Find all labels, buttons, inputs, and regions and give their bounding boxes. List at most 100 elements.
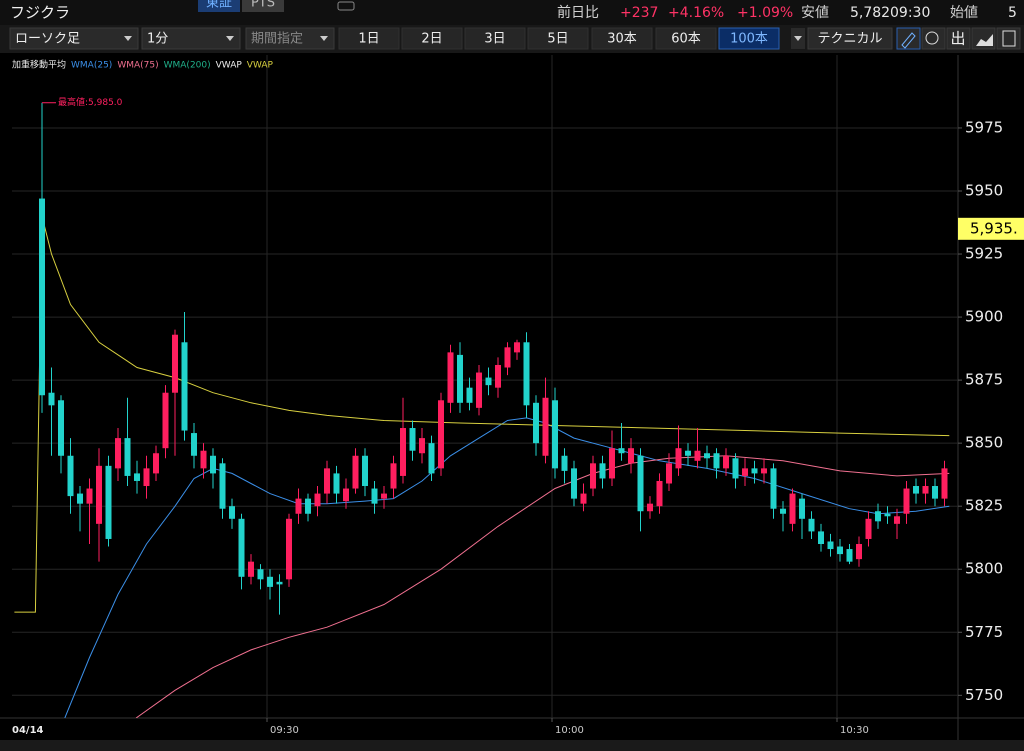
icon-button[interactable] <box>896 27 921 50</box>
pencil-icon[interactable] <box>901 32 916 49</box>
range-label[interactable]: 5日 <box>547 32 568 47</box>
app-title: フジクラ <box>10 4 70 22</box>
dropdown-arrow[interactable] <box>124 36 132 41</box>
candle-body <box>286 518 292 580</box>
range-label[interactable]: 60本 <box>671 32 701 47</box>
dropdown-arrow[interactable] <box>226 36 234 41</box>
candle-body <box>105 465 112 539</box>
indicator-line <box>14 216 950 613</box>
period[interactable]: 期間指定 <box>251 32 303 47</box>
range-label[interactable]: 30本 <box>607 32 637 47</box>
y-tick-label: 5925 <box>965 245 1003 263</box>
candle-body <box>913 486 919 494</box>
x-tick-label: 10:00 <box>555 725 584 736</box>
quote-item: +4.16% <box>668 5 724 21</box>
legend-entry: VWAP <box>247 61 274 71</box>
dropdown-arrow[interactable] <box>320 36 328 41</box>
candle-body <box>362 455 368 487</box>
price-tag <box>958 217 1024 240</box>
annotation: 最高値:5,985.0 <box>58 96 123 108</box>
candle-body <box>257 569 264 580</box>
chart-style[interactable]: ローソク足 <box>15 32 80 47</box>
range-label[interactable]: 2日 <box>421 32 442 47</box>
legend-entry: VWAP <box>216 61 243 71</box>
technical-button[interactable] <box>807 27 893 50</box>
candle-body <box>48 392 55 406</box>
chart-style-box[interactable] <box>9 27 139 50</box>
candle-body <box>903 488 910 514</box>
title-bar <box>0 0 1024 25</box>
range-button[interactable] <box>718 27 780 50</box>
y-tick-label: 5875 <box>965 371 1003 389</box>
range-label[interactable]: 1日 <box>358 32 379 47</box>
candle-body <box>343 488 349 502</box>
technical-label[interactable]: テクニカル <box>817 32 882 47</box>
range-button[interactable] <box>591 27 653 50</box>
y-tick-label: 5900 <box>965 308 1003 326</box>
quote-item: 始値 <box>950 5 978 21</box>
candle-body <box>723 455 729 469</box>
candle-body <box>181 342 188 431</box>
icon-button[interactable] <box>921 27 946 50</box>
range-button[interactable] <box>401 27 463 50</box>
candle-body <box>305 498 311 514</box>
candle-body <box>229 506 235 519</box>
candle-body <box>637 455 644 512</box>
quote-item: 前日比 <box>557 4 599 21</box>
candle-body <box>599 463 606 479</box>
dropdown-arrow[interactable] <box>794 36 802 41</box>
area-icon[interactable] <box>976 34 993 46</box>
candle-body <box>618 448 625 454</box>
quote-item: +1.09% <box>737 5 793 21</box>
candle-body <box>219 463 226 509</box>
candle-body <box>381 493 387 499</box>
candle-body <box>884 513 891 517</box>
interval[interactable]: 1分 <box>147 32 168 47</box>
range-label[interactable]: 3日 <box>484 32 505 47</box>
candle-body <box>324 468 330 494</box>
icon-button[interactable] <box>946 27 971 50</box>
candle-body <box>713 453 720 469</box>
y-tick-label: 5750 <box>965 686 1003 704</box>
range-button[interactable] <box>464 27 526 50</box>
legend-entry: 加重移動平均 <box>12 59 66 71</box>
icon[interactable] <box>337 1 355 11</box>
candle-body <box>248 561 254 577</box>
range-button[interactable] <box>655 27 717 50</box>
candle-body <box>200 450 207 469</box>
tab-bg[interactable] <box>198 0 240 12</box>
market-tab[interactable]: PTS <box>251 0 275 11</box>
indicator-line <box>135 455 950 718</box>
interval-box[interactable] <box>141 27 241 50</box>
candle-body <box>675 448 682 469</box>
candle-body <box>732 458 739 479</box>
candle-body <box>932 486 938 499</box>
candle-body <box>476 372 482 408</box>
output-icon[interactable]: 出 <box>950 30 965 48</box>
candle-body <box>875 511 881 522</box>
candle-body <box>67 455 74 497</box>
range-button[interactable] <box>338 27 400 50</box>
y-tick-label: 5950 <box>965 181 1003 199</box>
quote-item: 安値 <box>801 5 829 21</box>
candle-body <box>39 198 45 396</box>
candle-body <box>542 397 549 456</box>
range-label[interactable]: 100本 <box>730 32 768 47</box>
candle-body <box>124 438 131 476</box>
range-button[interactable] <box>527 27 589 50</box>
candle-body <box>400 428 406 476</box>
candle-body <box>571 468 577 499</box>
candle-body <box>561 455 568 471</box>
y-tick-label: 5825 <box>965 497 1003 515</box>
market-tab[interactable]: 東証 <box>206 0 232 11</box>
tab-bg[interactable] <box>242 0 284 12</box>
candle-body <box>485 377 492 386</box>
zoom-icon[interactable] <box>925 31 939 45</box>
candle-body <box>523 342 530 406</box>
candle-body <box>818 531 824 545</box>
period-box[interactable] <box>245 27 335 50</box>
candle-body <box>580 493 587 504</box>
save-icon[interactable] <box>1002 30 1016 47</box>
